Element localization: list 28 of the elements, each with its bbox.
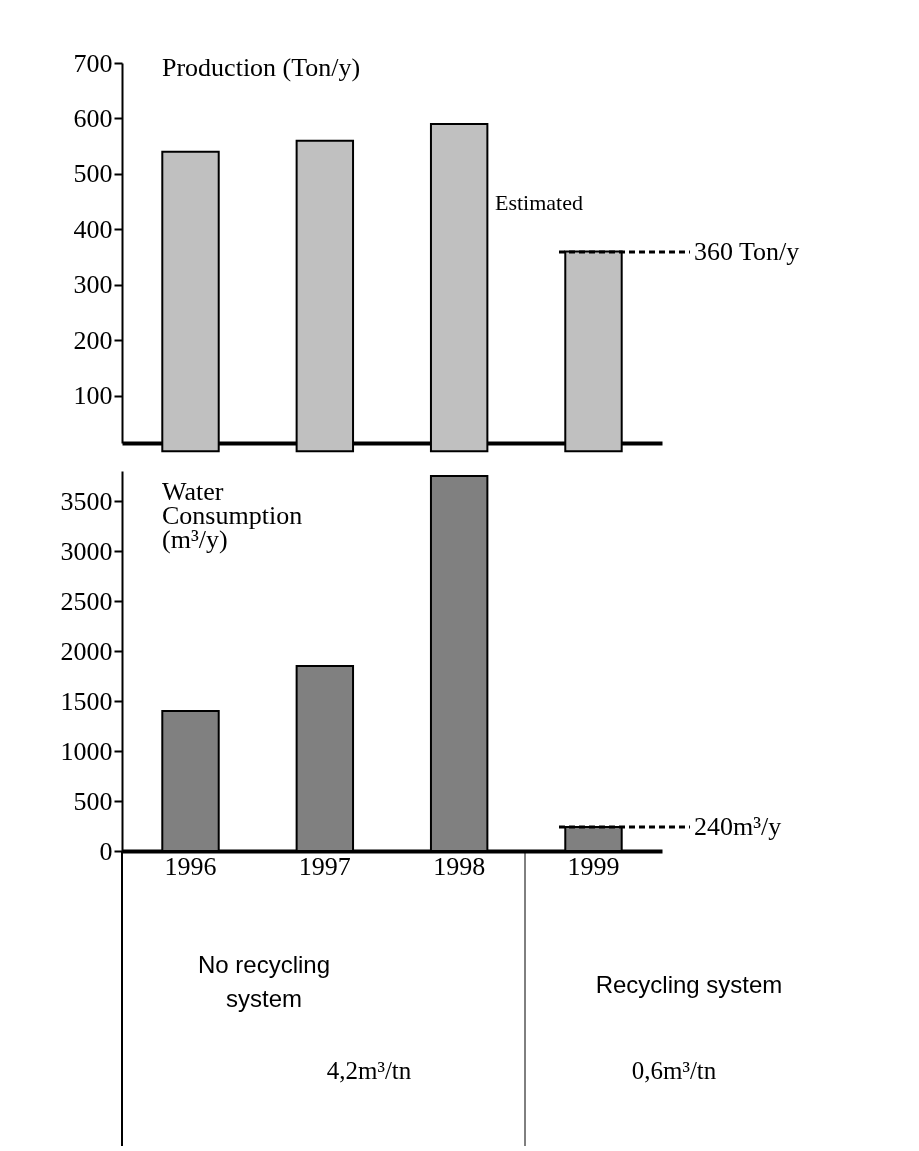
y-tick-label: 500 <box>73 786 113 816</box>
y-tick-label: 0 <box>99 836 113 866</box>
text: 240m³/y <box>694 812 782 841</box>
y-tick-label: 1000 <box>60 736 113 766</box>
y-tick-label: 500 <box>73 159 113 189</box>
text: 4,2m³/tn <box>326 1057 412 1084</box>
chart-title: Production (Ton/y) <box>162 53 361 82</box>
y-tick-label: 3500 <box>60 486 113 516</box>
y-tick-label: 3000 <box>60 536 113 566</box>
text: No recycling system <box>197 951 331 1012</box>
text: 360 Ton/y <box>694 237 800 266</box>
x-tick-label: 1997 <box>298 851 351 881</box>
x-tick-label: 1996 <box>164 851 217 881</box>
y-tick-label: 100 <box>73 381 113 411</box>
x-tick-label: 1998 <box>433 851 486 881</box>
y-tick-label: 400 <box>73 214 113 244</box>
y-tick-label: 300 <box>73 270 113 300</box>
y-tick-label: 700 <box>73 48 113 78</box>
text: 0,6m³/tn <box>631 1057 717 1084</box>
y-tick-label: 2500 <box>60 586 113 616</box>
text: Water Consumption (m³/y) <box>162 477 303 554</box>
y-tick-label: 600 <box>73 103 113 133</box>
y-tick-label: 200 <box>73 325 113 355</box>
y-tick-label: 2000 <box>60 636 113 666</box>
y-tick-label: 1500 <box>60 686 113 716</box>
text: Recycling system <box>595 971 783 998</box>
annotation: Estimated <box>495 190 583 215</box>
x-tick-label: 1999 <box>567 851 620 881</box>
